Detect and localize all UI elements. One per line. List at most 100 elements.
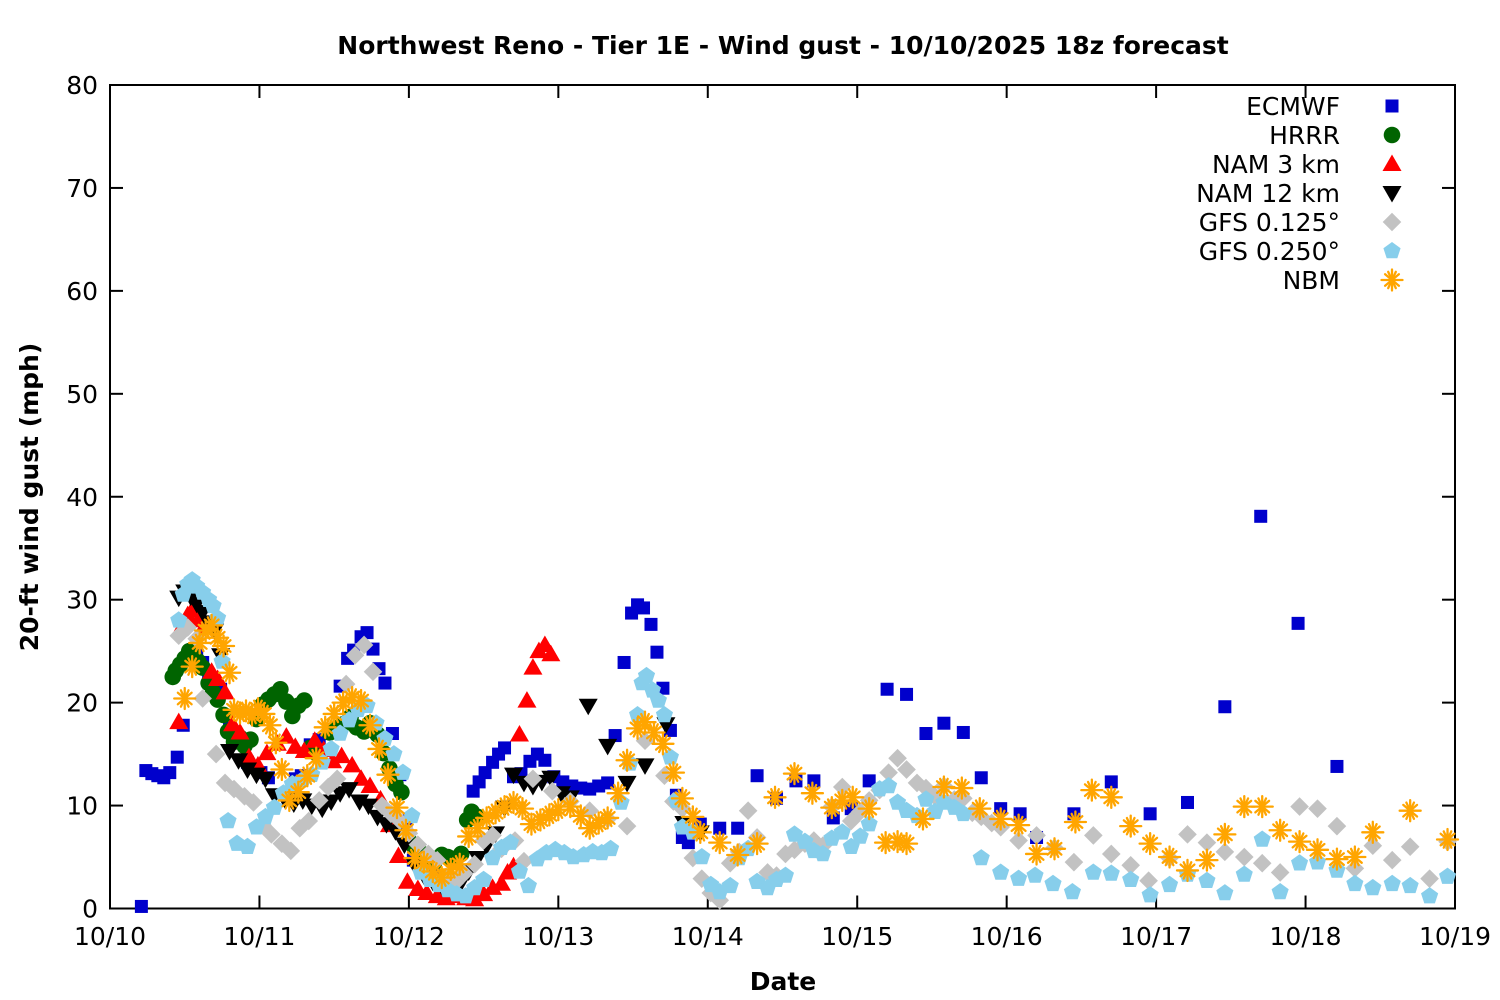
data-point <box>408 835 428 854</box>
data-point <box>360 626 374 640</box>
data-point <box>170 611 188 628</box>
data-point <box>255 771 275 789</box>
y-axis-label: 20-ft wind gust (mph) <box>15 343 44 652</box>
data-point <box>826 811 840 825</box>
data-point <box>937 716 951 730</box>
asterisk-arm <box>224 663 235 683</box>
data-point <box>1421 887 1439 904</box>
series-gfs-0-125- <box>169 618 1457 910</box>
data-point <box>188 631 212 655</box>
asterisk-arm <box>517 799 528 818</box>
data-point <box>655 706 673 723</box>
asterisk-arm <box>508 793 519 812</box>
data-point <box>295 764 319 788</box>
data-point <box>911 807 935 831</box>
data-point <box>1308 799 1327 818</box>
asterisk-arm <box>1049 839 1060 859</box>
asterisk-arm <box>1070 812 1081 832</box>
data-point <box>351 769 371 786</box>
data-point <box>299 811 319 831</box>
legend-label: ECMWF <box>1246 92 1340 121</box>
legend-label: GFS 0.250° <box>1199 237 1340 266</box>
data-point <box>504 767 523 785</box>
x-tick-label: 10/12 <box>373 922 445 951</box>
y-tick-label: 0 <box>82 895 98 924</box>
data-point <box>258 713 282 737</box>
asterisk-arm <box>826 798 837 817</box>
asterisk-arm <box>640 712 650 732</box>
asterisk-arm <box>649 723 659 742</box>
asterisk-arm <box>575 806 586 826</box>
asterisk-arm <box>677 789 688 808</box>
asterisk-arm <box>622 750 633 770</box>
asterisk-arm <box>807 783 818 803</box>
data-point <box>1063 883 1081 900</box>
data-point <box>173 686 197 711</box>
data-point <box>1141 886 1159 903</box>
data-point <box>558 794 582 819</box>
asterisk-arm <box>374 739 384 759</box>
data-point <box>1346 874 1364 892</box>
data-point <box>290 818 310 838</box>
data-point <box>215 773 235 793</box>
asterisk-arm <box>1294 832 1305 851</box>
data-point <box>523 658 543 675</box>
asterisk-arm <box>293 782 304 802</box>
data-point <box>517 691 537 708</box>
data-point <box>342 755 362 773</box>
data-point <box>617 775 637 793</box>
data-point <box>796 832 814 849</box>
data-point <box>1435 827 1460 852</box>
data-point <box>388 846 408 864</box>
legend-item-nam-12-km: NAM 12 km <box>1196 179 1402 208</box>
data-point <box>1252 853 1272 873</box>
asterisk-arm <box>436 868 447 887</box>
data-point <box>1398 799 1422 823</box>
data-point <box>417 883 437 901</box>
data-point <box>264 731 288 755</box>
data-point <box>358 713 382 737</box>
asterisk-arm <box>206 616 217 635</box>
data-point <box>721 876 739 894</box>
data-point <box>950 776 974 800</box>
data-point <box>807 774 821 788</box>
asterisk-arm <box>1164 847 1175 867</box>
data-point <box>972 849 990 866</box>
asterisk-arm <box>901 834 912 853</box>
asterisk-arm <box>302 766 313 786</box>
data-point <box>1102 864 1120 881</box>
data-point <box>820 795 844 820</box>
asterisk-arm <box>1201 850 1212 870</box>
asterisk-arm <box>187 657 198 676</box>
data-point <box>1027 826 1046 845</box>
data-point <box>860 815 878 832</box>
data-point <box>1178 825 1197 844</box>
data-point <box>894 831 919 856</box>
data-point <box>1287 829 1312 854</box>
data-point <box>393 783 410 801</box>
asterisk-arm <box>668 763 679 782</box>
asterisk-arm <box>1239 797 1250 816</box>
asterisk-arm <box>454 854 465 874</box>
data-point <box>800 781 825 805</box>
data-point <box>1180 795 1194 809</box>
data-point <box>322 739 340 757</box>
data-point <box>1330 759 1344 773</box>
data-point <box>1195 848 1219 872</box>
data-point <box>465 854 484 874</box>
data-point <box>617 816 637 836</box>
asterisk-arm <box>864 799 875 818</box>
data-point <box>1119 814 1143 838</box>
data-point <box>932 775 956 799</box>
legend-marker-diamond-icon <box>1382 212 1402 232</box>
data-point <box>509 725 529 742</box>
asterisk-arm <box>1031 844 1042 864</box>
legend-item-gfs-0-125-: GFS 0.125° <box>1199 208 1402 237</box>
data-point <box>541 644 561 662</box>
data-point <box>305 731 325 748</box>
data-point <box>427 850 447 870</box>
data-point <box>294 741 314 759</box>
data-point <box>1325 847 1349 871</box>
data-point <box>650 645 664 659</box>
